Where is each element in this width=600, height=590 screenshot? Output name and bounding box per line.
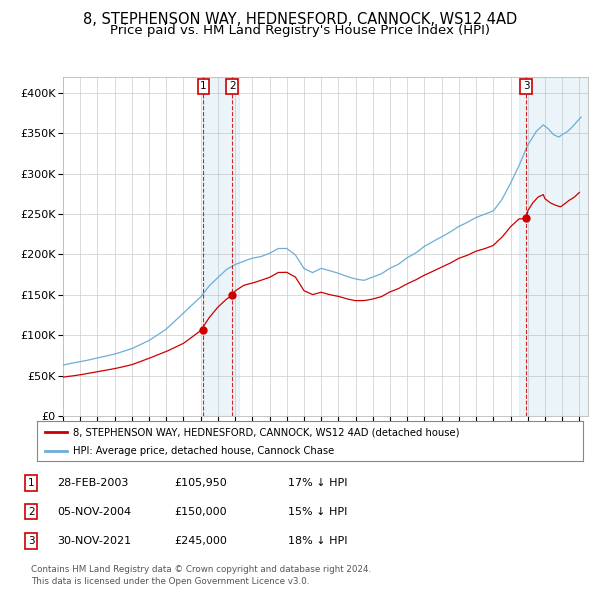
- Text: Contains HM Land Registry data © Crown copyright and database right 2024.: Contains HM Land Registry data © Crown c…: [31, 565, 371, 575]
- Text: 8, STEPHENSON WAY, HEDNESFORD, CANNOCK, WS12 4AD: 8, STEPHENSON WAY, HEDNESFORD, CANNOCK, …: [83, 12, 517, 27]
- Text: 17% ↓ HPI: 17% ↓ HPI: [288, 478, 347, 487]
- Text: 28-FEB-2003: 28-FEB-2003: [57, 478, 128, 487]
- Text: HPI: Average price, detached house, Cannock Chase: HPI: Average price, detached house, Cann…: [73, 445, 334, 455]
- Text: 1: 1: [200, 81, 207, 91]
- Text: Price paid vs. HM Land Registry's House Price Index (HPI): Price paid vs. HM Land Registry's House …: [110, 24, 490, 37]
- Text: This data is licensed under the Open Government Licence v3.0.: This data is licensed under the Open Gov…: [31, 577, 310, 586]
- Text: 3: 3: [28, 536, 35, 546]
- Text: 1: 1: [28, 478, 35, 487]
- Bar: [519, 77, 588, 416]
- Text: 15% ↓ HPI: 15% ↓ HPI: [288, 507, 347, 516]
- Text: £150,000: £150,000: [174, 507, 227, 516]
- Text: 2: 2: [229, 81, 236, 91]
- Text: 2: 2: [28, 507, 35, 516]
- Text: £245,000: £245,000: [174, 536, 227, 546]
- Text: 30-NOV-2021: 30-NOV-2021: [57, 536, 131, 546]
- Text: 05-NOV-2004: 05-NOV-2004: [57, 507, 131, 516]
- Text: £105,950: £105,950: [174, 478, 227, 487]
- Bar: [203, 77, 239, 416]
- Text: 18% ↓ HPI: 18% ↓ HPI: [288, 536, 347, 546]
- Text: 3: 3: [523, 81, 530, 91]
- Text: 8, STEPHENSON WAY, HEDNESFORD, CANNOCK, WS12 4AD (detached house): 8, STEPHENSON WAY, HEDNESFORD, CANNOCK, …: [73, 427, 459, 437]
